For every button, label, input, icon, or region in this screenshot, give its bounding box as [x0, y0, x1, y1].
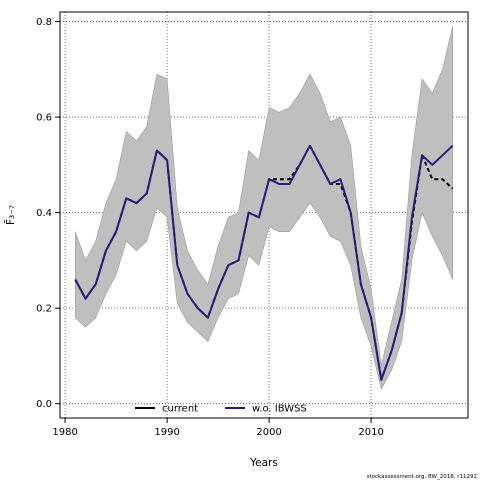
plot-frame [59, 11, 469, 419]
y-axis-title: F̄₃₋₇ [4, 205, 17, 225]
y-tick-label: 0.4 [36, 208, 52, 219]
legend-label-current: current [162, 404, 198, 415]
x-tick-label: 2000 [256, 427, 281, 438]
y-tick-label: 0.0 [36, 399, 52, 410]
y-axis: 0.0 0.2 0.4 0.6 0.8 [36, 17, 60, 410]
confidence-band [75, 26, 453, 391]
confidence-band-layer [75, 26, 453, 391]
footer-credit: stockassessment.org, BW_2018, r11292 [367, 474, 477, 480]
x-tick-label: 1980 [52, 427, 77, 438]
series-line-wo-ibwss [74, 144, 454, 381]
legend-label-wo-ibwss: w.o. IBWSS [252, 404, 307, 415]
y-tick-label: 0.6 [36, 113, 52, 124]
x-axis-title: Years [249, 457, 278, 469]
x-axis: 1980 1990 2000 2010 [52, 418, 384, 438]
y-tick-label: 0.8 [36, 17, 52, 28]
series-layer [74, 144, 454, 381]
x-tick-label: 1990 [154, 427, 179, 438]
legend: current w.o. IBWSS [135, 404, 307, 415]
x-tick-label: 2010 [358, 427, 383, 438]
y-tick-label: 0.2 [36, 304, 52, 315]
